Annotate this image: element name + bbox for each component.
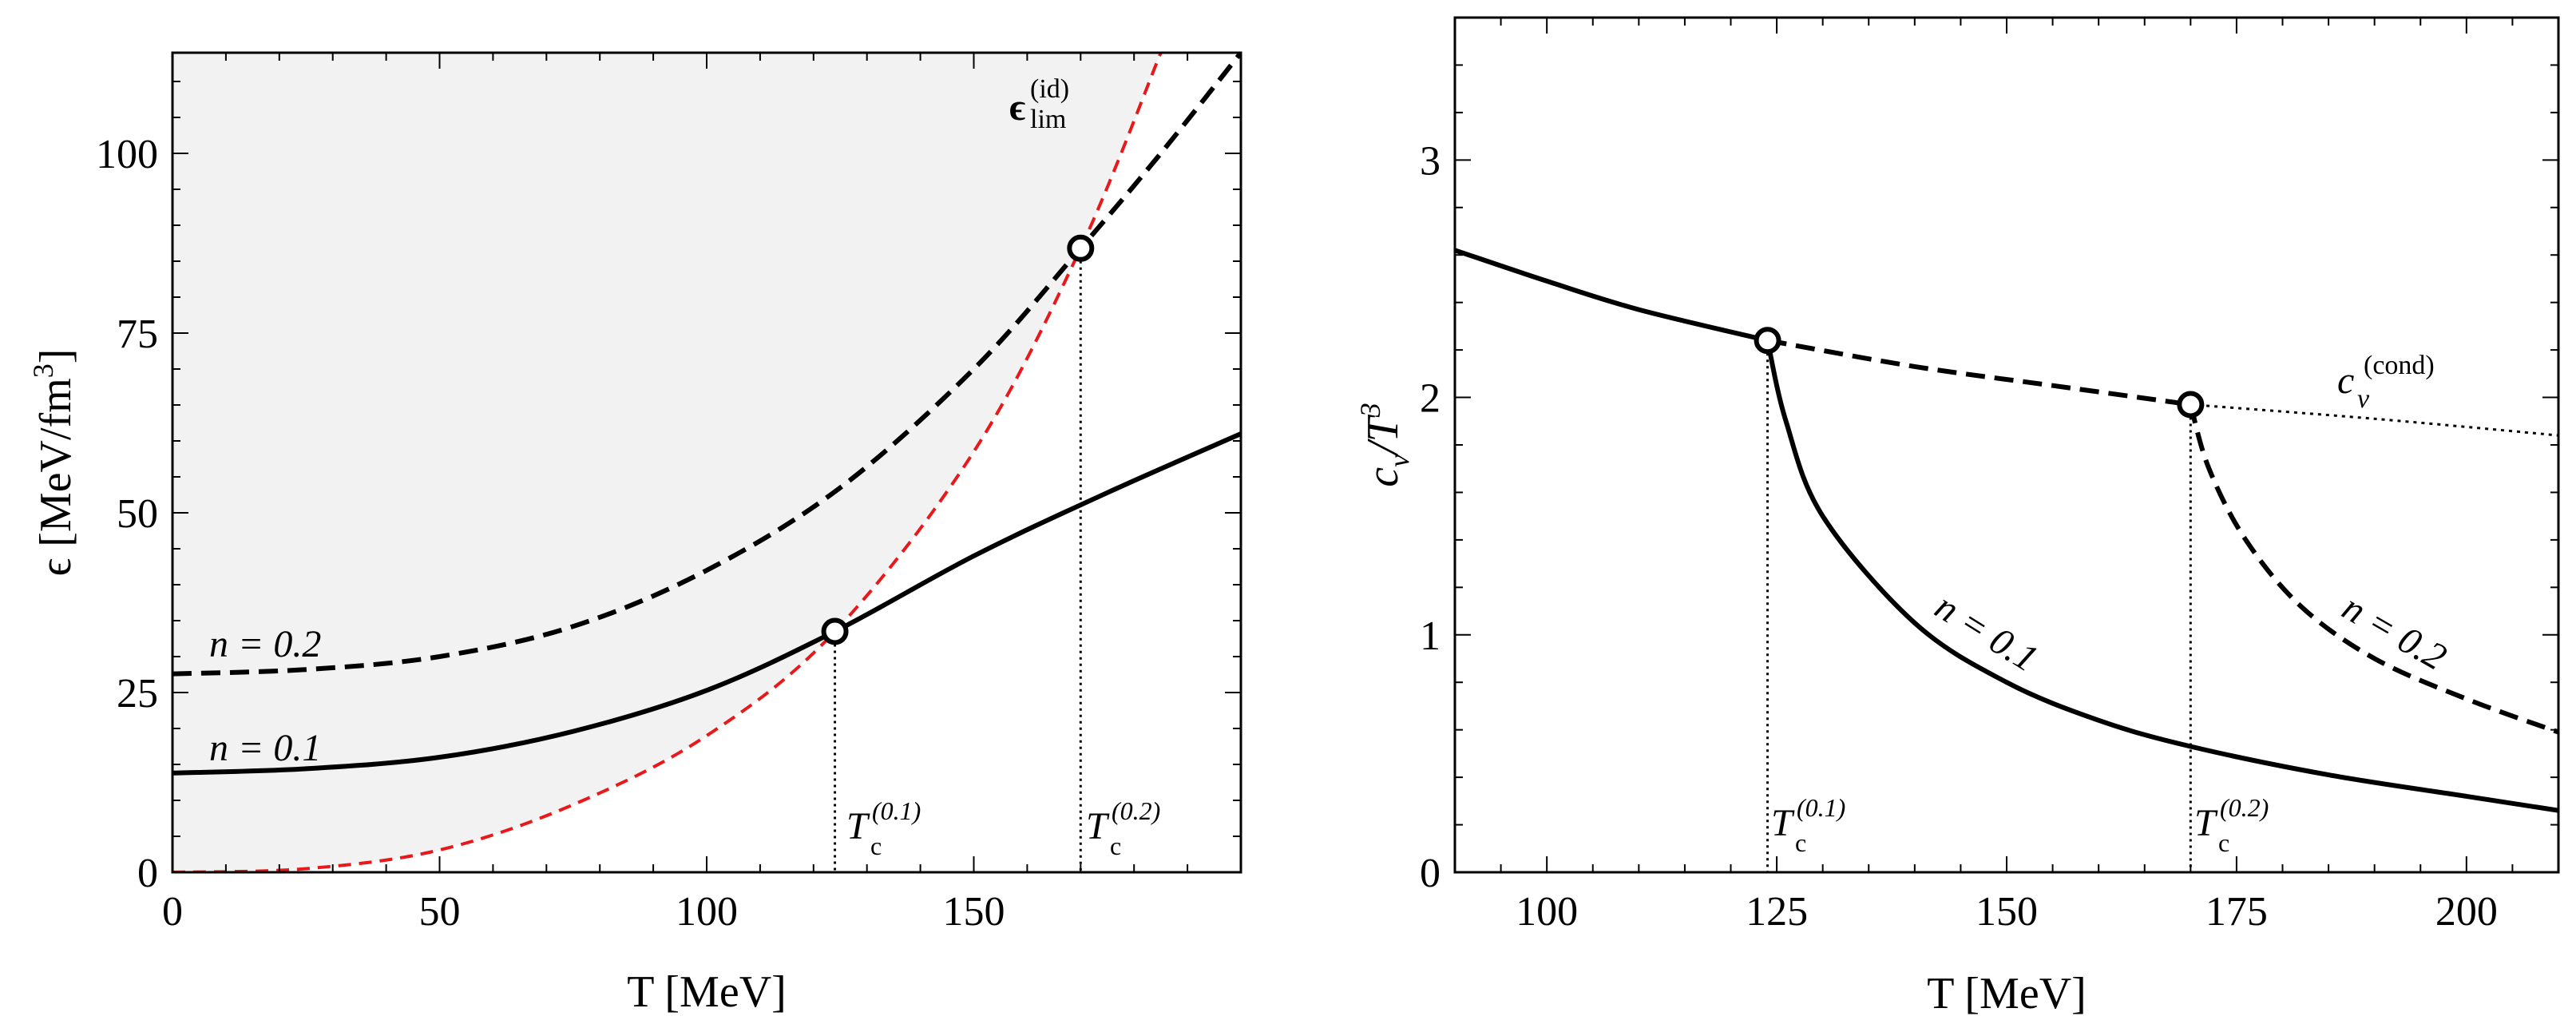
series-1-3: [1765, 339, 2558, 813]
right-y-title-T: /T: [1358, 414, 1408, 457]
label-n02-left: n = 0.2: [209, 623, 321, 665]
eps-lim-sub: lim: [1030, 105, 1066, 134]
x-tick-label-1-2: 150: [1976, 889, 2038, 935]
left-y-title-close: ]: [31, 349, 81, 364]
tc-left-2-T: T: [1086, 805, 1110, 847]
x-tick-label-0-0: 0: [162, 889, 183, 935]
tc-label-right-2: T c (0.2): [2194, 793, 2269, 857]
series-0-0: [172, 431, 1241, 776]
y-tick-label-0-3: 75: [117, 312, 158, 357]
left-y-axis-title: ϵ [MeV/fm3]: [27, 349, 81, 577]
right-points: [1754, 327, 2205, 419]
tc-label-left-2: T c (0.2): [1086, 796, 1160, 860]
cv-cond-sub: v: [2357, 384, 2370, 414]
x-tick-label-1-0: 100: [1516, 889, 1578, 935]
label-n01-right: n = 0.1: [1928, 585, 2045, 680]
x-tick-label-1-3: 175: [2205, 889, 2268, 935]
right-y-title-v: v: [1383, 454, 1415, 467]
series-1-1: [1767, 338, 2191, 407]
x-tick-label-0-1: 50: [419, 889, 461, 935]
tc-left-2-sub: c: [1110, 832, 1121, 860]
x-tick-label-0-3: 150: [943, 889, 1005, 935]
left-dropline-group: [834, 248, 1082, 872]
y-tick-label-0-0: 0: [137, 851, 158, 896]
left-series-group: [172, 53, 1241, 872]
label-n01-left: n = 0.1: [209, 727, 321, 769]
tc-left-2-sup: (0.2): [1112, 796, 1160, 825]
series-1-0: [1455, 248, 1769, 343]
eps-lim-sup: (id): [1030, 74, 1069, 104]
tc-left-1-T: T: [846, 805, 870, 847]
right-dropline-group: [1766, 340, 2192, 872]
left-y-title-sup: 3: [27, 363, 59, 378]
critical-point-0-0: [821, 617, 849, 645]
series-0-2: [172, 53, 1163, 872]
left-y-title-main: ϵ [MeV/fm: [31, 378, 81, 576]
tc-right-2-sup: (0.2): [2220, 793, 2269, 822]
critical-point-1-1: [2177, 391, 2205, 419]
tc-right-1-sup: (0.1): [1797, 793, 1845, 822]
x-tick-label-1-4: 200: [2435, 889, 2498, 935]
tc-left-1-sub: c: [870, 832, 882, 860]
critical-point-1-0: [1754, 327, 1781, 355]
series-1-2: [2190, 403, 2558, 437]
cv-cond-base: c: [2337, 359, 2354, 402]
y-tick-label-0-1: 25: [117, 671, 158, 716]
tc-right-1-sub: c: [1795, 828, 1806, 857]
x-tick-label-1-1: 125: [1746, 889, 1808, 935]
right-x-axis-title: T [MeV]: [1927, 969, 2087, 1018]
series-1-4: [2188, 403, 2558, 735]
eps-lim-base: ϵ: [1009, 86, 1025, 129]
y-tick-label-1-2: 2: [1420, 376, 1441, 422]
label-eps-lim: ϵ: [1009, 86, 1025, 129]
left-ticks: 0 50 100 150 0 25 50 75 100: [96, 53, 1242, 935]
left-panel: 0 50 100 150 0 25 50 75 100 n = 0.2 n = 0.1 ϵ (i…: [27, 51, 1242, 1017]
tc-right-2-sub: c: [2218, 828, 2229, 857]
x-tick-label-0-2: 100: [676, 889, 738, 935]
y-tick-label-1-0: 0: [1420, 851, 1441, 896]
tc-right-1-T: T: [1771, 802, 1795, 844]
critical-point-0-1: [1067, 234, 1095, 262]
y-tick-label-1-1: 1: [1420, 613, 1441, 659]
y-tick-label-0-4: 100: [96, 132, 158, 177]
left-x-axis-title: T [MeV]: [627, 967, 787, 1017]
tc-label-left-1: T c (0.1): [846, 796, 921, 860]
right-y-title-3: 3: [1354, 403, 1386, 418]
cv-cond-sup: (cond): [2364, 351, 2435, 380]
tc-right-2-T: T: [2194, 802, 2218, 844]
right-series-group: [1455, 248, 2558, 813]
tc-left-1-sup: (0.1): [872, 796, 921, 825]
right-y-title-c: c: [1358, 467, 1408, 487]
right-plot-frame: [1453, 16, 2560, 874]
tc-label-right-1: T c (0.1): [1771, 793, 1845, 857]
label-cv-cond: c v (cond): [2337, 351, 2435, 414]
y-tick-label-1-3: 3: [1420, 138, 1441, 184]
right-panel: 100 125 150 175 200 0 1 2 3 n = 0.1 n = 0.2 c v …: [1354, 16, 2560, 1018]
series-0-1: [172, 53, 1241, 677]
right-y-axis-title: cv/T3: [1354, 403, 1415, 487]
label-n02-right: n = 0.2: [2336, 586, 2454, 679]
left-points: [821, 234, 1095, 645]
right-ticks: 100 125 150 175 200 0 1 2 3: [1420, 17, 2559, 935]
y-tick-label-0-2: 50: [117, 491, 158, 537]
shaded-region: [172, 53, 1241, 872]
